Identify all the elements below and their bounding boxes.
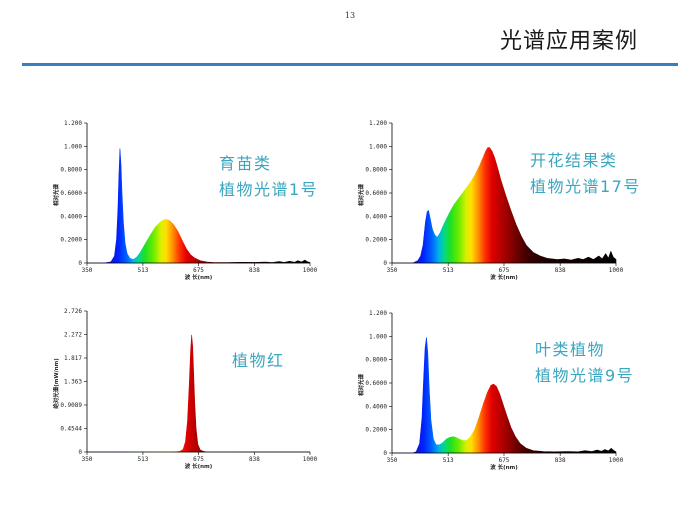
y-tick-label: 0 <box>78 449 82 456</box>
y-axis-label: 相对光谱 <box>52 184 60 207</box>
y-tick-label: 0.4000 <box>60 213 82 220</box>
x-tick-label: 350 <box>82 267 93 274</box>
chart-2-annotation-line-2: 植物光谱17号 <box>530 177 641 196</box>
y-tick-label: 1.200 <box>369 310 387 317</box>
spectrum-chart-1: 0 0.2000 0.4000 0.6000 0.8000 1.000 1.200 350 51… <box>52 120 318 281</box>
x-tick-label: 1000 <box>609 267 624 274</box>
x-tick-label: 838 <box>555 267 566 274</box>
y-tick-label: 0.2000 <box>365 237 387 244</box>
x-tick-label: 1000 <box>303 456 318 463</box>
chart-4-annotation-line-1: 叶类植物 <box>535 340 606 359</box>
spectrum-chart-4: 0 0.2000 0.4000 0.6000 0.8000 1.000 1.200 350 51… <box>357 310 624 471</box>
y-tick-label: 0.8000 <box>365 357 387 364</box>
x-tick-label: 675 <box>499 267 510 274</box>
y-tick-label: 0.6000 <box>365 380 387 387</box>
x-tick-label: 513 <box>137 456 148 463</box>
x-tick-label: 838 <box>249 267 260 274</box>
y-tick-label: 1.000 <box>64 143 82 150</box>
page-number: 13 <box>344 11 356 20</box>
y-tick-label: 0.4000 <box>365 213 387 220</box>
chart-2-annotation-line-1: 开花结果类 <box>530 151 618 170</box>
chart-1-annotation-line-1: 育苗类 <box>219 154 272 173</box>
y-tick-label: 0.6000 <box>60 190 82 197</box>
x-tick-label: 675 <box>193 267 204 274</box>
chart-1-annotation-line-2: 植物光谱1号 <box>219 180 319 199</box>
y-tick-label: 0.2000 <box>365 427 387 434</box>
y-tick-label: 0.8000 <box>365 167 387 174</box>
y-tick-label: 0 <box>383 450 387 457</box>
x-tick-label: 513 <box>137 267 148 274</box>
y-tick-label: 0.8000 <box>60 167 82 174</box>
x-axis-label: 波 长(nm) <box>490 273 518 281</box>
x-tick-label: 350 <box>82 456 93 463</box>
y-tick-label: 1.200 <box>369 120 387 127</box>
x-axis-label: 波 长(nm) <box>185 462 213 470</box>
page-title: 光谱应用案例 <box>499 29 638 54</box>
x-tick-label: 838 <box>555 457 566 464</box>
x-tick-label: 513 <box>443 457 454 464</box>
y-tick-label: 1.000 <box>369 333 387 340</box>
x-tick-label: 1000 <box>609 457 624 464</box>
x-tick-label: 675 <box>499 457 510 464</box>
y-tick-label: 0.4000 <box>365 403 387 410</box>
spectrum-chart-3: 0 0.4544 0.9089 1.363 1.817 2.272 2.726 350 513 6… <box>52 308 318 470</box>
y-axis-label: 相对光谱 <box>357 184 365 207</box>
x-tick-label: 675 <box>193 456 204 463</box>
y-tick-label: 0.2000 <box>60 237 82 244</box>
spectrum-chart-2: 0 0.2000 0.4000 0.6000 0.8000 1.000 1.200 350 51… <box>357 120 624 281</box>
spectrum-area <box>86 334 311 453</box>
spectrum-area <box>86 148 311 264</box>
y-tick-label: 0.9089 <box>60 402 82 409</box>
chart-4-annotation-line-2: 植物光谱9号 <box>535 366 635 385</box>
y-tick-label: 0 <box>383 260 387 267</box>
y-tick-label: 2.726 <box>64 308 82 315</box>
y-tick-label: 0.6000 <box>365 190 387 197</box>
spectrum-area <box>391 147 617 264</box>
y-tick-label: 2.272 <box>64 331 82 338</box>
spectrum-area <box>391 337 617 454</box>
x-tick-label: 838 <box>249 456 260 463</box>
x-axis-label: 波 长(nm) <box>490 463 518 471</box>
y-tick-label: 1.363 <box>64 379 82 386</box>
title-divider <box>22 63 678 66</box>
y-tick-label: 1.200 <box>64 120 82 127</box>
y-tick-label: 0 <box>78 260 82 267</box>
y-axis-label: 绝对光谱(mW/nm) <box>52 358 60 409</box>
x-tick-label: 1000 <box>303 267 318 274</box>
y-tick-label: 1.817 <box>64 355 82 362</box>
y-tick-label: 0.4544 <box>60 426 82 433</box>
x-axis-label: 波 长(nm) <box>185 273 213 281</box>
y-tick-label: 1.000 <box>369 143 387 150</box>
x-tick-label: 350 <box>387 267 398 274</box>
x-tick-label: 513 <box>443 267 454 274</box>
y-axis-label: 相对光谱 <box>357 374 365 397</box>
chart-3-annotation-line-1: 植物红 <box>232 351 285 370</box>
x-tick-label: 350 <box>387 457 398 464</box>
